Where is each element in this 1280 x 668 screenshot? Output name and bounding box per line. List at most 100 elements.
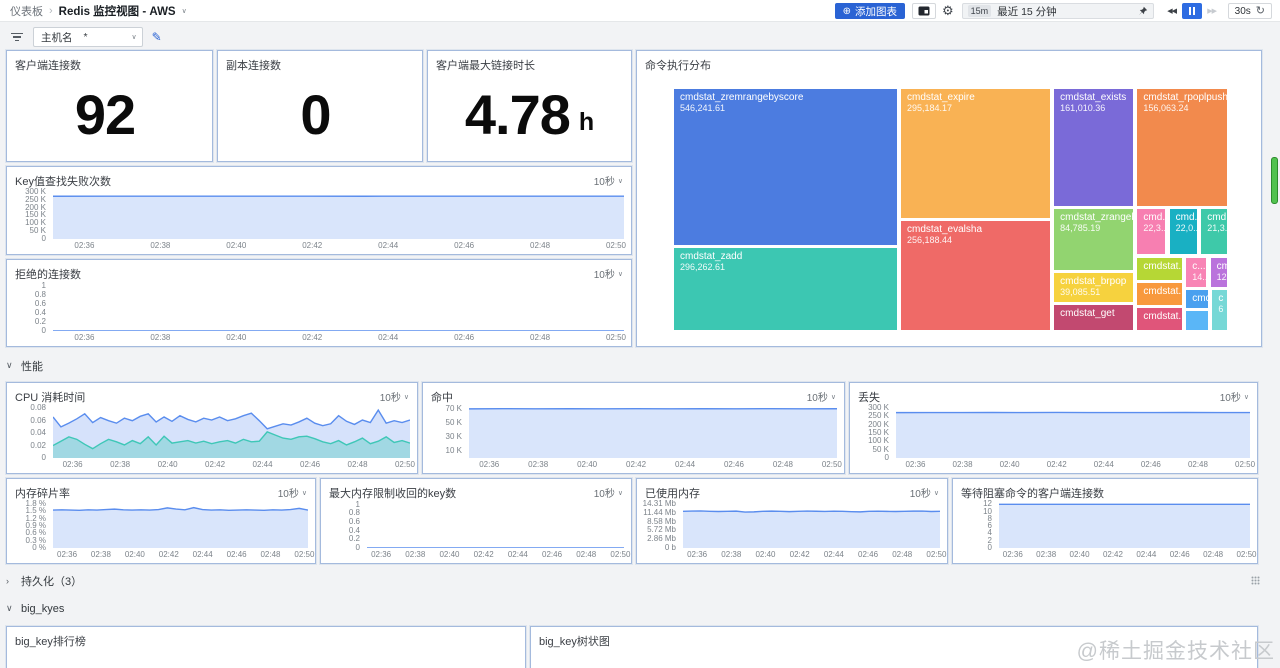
topbar-actions: ⊕ 添加图表 ⚙ 15m 最近 15 分钟 ◀◀ ▶▶ 30s ↻ <box>834 3 1272 19</box>
x-tick-label: 02:46 <box>454 333 475 342</box>
x-tick-label: 02:44 <box>507 550 528 559</box>
treemap-cell[interactable]: c...14... <box>1185 256 1208 289</box>
x-axis: 02:36 02:38 02:40 02:42 02:44 02:46 02:48 02:50 <box>896 460 1255 471</box>
panel-title: 命令执行分布 <box>645 60 711 72</box>
interval-dropdown[interactable]: 10秒 ∨ <box>593 270 623 281</box>
y-tick-label: 100 K <box>868 436 889 446</box>
section-persistence[interactable]: › 持久化（3） <box>6 572 1260 589</box>
treemap-cell[interactable]: cmdstat_get <box>1053 304 1135 331</box>
x-axis: 02:36 02:38 02:40 02:42 02:44 02:46 02:48 02:50 <box>53 460 415 471</box>
interval-dropdown[interactable]: 10秒 ∨ <box>1219 393 1249 404</box>
chevron-down-icon[interactable]: ∨ <box>181 8 187 15</box>
treemap-cell[interactable]: cmd... <box>1185 289 1210 310</box>
x-tick-label: 02:38 <box>110 460 131 469</box>
x-tick-label: 02:44 <box>192 550 213 559</box>
treemap-cell[interactable]: cmdstat_brpop 39,085.51 <box>1053 272 1135 304</box>
panel-title: 已使用内存 <box>645 488 700 500</box>
x-tick-label: 02:48 <box>530 333 551 342</box>
treemap-cell[interactable]: cmdstat_rpoplpush 156,063.24 <box>1136 88 1228 207</box>
edit-pencil-icon[interactable]: ✎ <box>151 30 162 44</box>
plot-area[interactable] <box>469 407 837 458</box>
x-tick-label: 02:44 <box>378 241 399 250</box>
settings-gear-icon[interactable]: ⚙ <box>942 3 954 18</box>
interval-dropdown[interactable]: 10秒 ∨ <box>806 393 836 404</box>
treemap-cell[interactable]: cmdstat... <box>1136 307 1184 331</box>
tv-mode-button[interactable] <box>912 3 936 19</box>
section-bigkeys[interactable]: ∨ big_kyes <box>6 602 65 615</box>
x-tick-label: 02:38 <box>528 460 549 469</box>
treemap-cell[interactable]: cmdstat_zadd 296,262.61 <box>673 246 898 331</box>
treemap-cell[interactable]: cmdstat_zrangeby...84,785.19 <box>1053 207 1135 272</box>
refresh-interval-picker[interactable]: 30s ↻ <box>1227 3 1272 19</box>
x-tick-label: 02:48 <box>1203 550 1224 559</box>
time-range-picker[interactable]: 15m 最近 15 分钟 <box>961 3 1154 19</box>
x-tick-label: 02:50 <box>394 460 416 469</box>
interval-dropdown[interactable]: 10秒 ∨ <box>277 489 307 500</box>
y-tick-label: 1.8 % <box>25 498 46 508</box>
time-shift-forward-button[interactable]: ▶▶ <box>1207 8 1217 15</box>
y-tick-label: 50 K <box>29 226 46 236</box>
x-tick-label: 02:36 <box>74 241 95 250</box>
y-tick-label: 0 <box>41 326 46 335</box>
pause-refresh-button[interactable] <box>1181 3 1202 19</box>
panel-evicted-keys: 最大内存限制收回的key数 10秒 ∨ 1 0.8 0.6 0.4 0.2 0 02:36 0… <box>320 478 632 564</box>
y-tick-label: 0 <box>41 453 46 462</box>
treemap-cell[interactable]: cmd...22,3... <box>1136 207 1167 256</box>
treemap-cell[interactable]: cmdstat_expire 295,184.17 <box>899 88 1051 219</box>
interval-dropdown[interactable]: 10秒 ∨ <box>909 489 939 500</box>
plot-area[interactable] <box>53 191 624 239</box>
panel-title: big_key树状图 <box>539 636 610 648</box>
plot-area[interactable] <box>367 503 624 548</box>
treemap-cell[interactable]: cmdstat_evalsha 256,188.44 <box>899 219 1051 331</box>
x-tick-label: 02:40 <box>226 241 247 250</box>
plot-area[interactable] <box>53 284 624 331</box>
x-axis: 02:36 02:38 02:40 02:42 02:44 02:46 02:48 02:50 <box>53 333 626 344</box>
panel-title: 丢失 <box>858 392 880 404</box>
y-tick-label: 0.9 % <box>25 521 46 530</box>
treemap-cell[interactable]: cm12, <box>1209 256 1228 289</box>
panel-command-distribution: 命令执行分布 cmdstat_zremrangebyscore 546,241.6… <box>636 50 1262 347</box>
y-tick-label: 1 <box>41 280 46 290</box>
section-performance[interactable]: ∨ 性能 <box>6 360 43 373</box>
watermark: @稀土掘金技术社区 <box>1076 640 1275 663</box>
y-tick-label: 0.6 % <box>25 528 46 538</box>
chevron-down-icon: ∨ <box>131 34 137 41</box>
scrollbar-thumb[interactable] <box>1271 157 1278 204</box>
treemap-cell[interactable]: cmdstat... <box>1136 282 1184 307</box>
interval-dropdown[interactable]: 10秒 ∨ <box>593 177 623 188</box>
plot-area[interactable] <box>53 407 410 458</box>
treemap-cell[interactable] <box>1185 310 1210 331</box>
pin-icon[interactable] <box>1138 6 1148 16</box>
treemap-cell[interactable]: cmd...21,3... <box>1200 207 1228 256</box>
interval-dropdown[interactable]: 10秒 ∨ <box>593 489 623 500</box>
treemap-cell[interactable]: cmd...22,0... <box>1168 207 1199 256</box>
y-tick-label: 10 <box>983 506 992 516</box>
treemap-cell[interactable]: cmdstat... <box>1136 256 1184 282</box>
variables-row: 主机名 * ∨ ✎ <box>10 27 162 47</box>
y-tick-label: 0.4 <box>34 307 46 317</box>
breadcrumb-dashboards[interactable]: 仪表板 <box>10 6 43 18</box>
grid-icon[interactable] <box>1251 576 1260 585</box>
treemap-cell[interactable]: cmdstat_exists 161,010.36 <box>1053 88 1135 207</box>
breadcrumb-separator: › <box>49 5 53 17</box>
interval-dropdown[interactable]: 10秒 ∨ <box>379 393 409 404</box>
treemap-cell[interactable]: cmdstat_zremrangebyscore 546,241.61 <box>673 88 898 246</box>
x-axis: 02:36 02:38 02:40 02:42 02:44 02:46 02:48 02:50 <box>53 550 314 561</box>
x-tick-label: 02:50 <box>1235 460 1256 469</box>
plot-area[interactable] <box>53 503 308 548</box>
time-shift-back-button[interactable]: ◀◀ <box>1167 8 1177 15</box>
hostname-variable-select[interactable]: 主机名 * ∨ <box>33 27 143 47</box>
x-axis: 02:36 02:38 02:40 02:42 02:44 02:46 02:48 02:50 <box>469 460 842 471</box>
plot-area[interactable] <box>896 407 1250 458</box>
vertical-scrollbar[interactable] <box>1271 24 1279 668</box>
plot-area[interactable] <box>683 503 940 548</box>
x-axis: 02:36 02:38 02:40 02:42 02:44 02:46 02:48 02:50 <box>53 241 626 252</box>
x-tick-label: 02:46 <box>1169 550 1190 559</box>
chevron-down-icon: ∨ <box>6 603 13 613</box>
add-panel-button[interactable]: ⊕ 添加图表 <box>834 3 905 19</box>
breadcrumb-dashboard-title[interactable]: Redis 监控视图 - AWS <box>58 6 176 18</box>
y-tick-label: 1 <box>355 499 360 509</box>
plot-area[interactable] <box>999 503 1250 548</box>
x-tick-label: 02:44 <box>252 460 273 469</box>
